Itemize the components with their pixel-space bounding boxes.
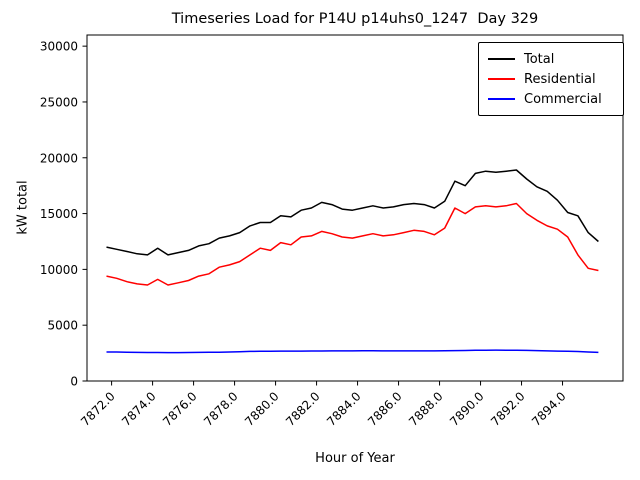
residential-line-swatch [488,78,515,80]
total-line-swatch [488,58,515,60]
legend: Total Residential Commercial [478,42,624,116]
x-tick-label: 7884.0 [324,389,364,429]
x-tick-label: 7878.0 [201,389,241,429]
legend-label-total: Total [524,51,555,67]
axes-frame [86,34,624,382]
y-tick-label: 10000 [40,263,78,277]
x-tick-label: 7880.0 [242,389,282,429]
x-tick-label: 7890.0 [447,389,487,429]
series-line-total [106,169,599,256]
series-line-residential [106,202,599,286]
y-axis-label: kW total [15,180,31,235]
legend-label-commercial: Commercial [524,91,602,107]
y-tick-label: 0 [70,375,78,389]
series-line-commercial [106,349,599,354]
legend-label-residential: Residential [524,71,596,87]
x-tick-label: 7894.0 [529,389,569,429]
x-tick-label: 7888.0 [406,389,446,429]
y-tick-label: 30000 [40,40,78,54]
chart-title: Timeseries Load for P14U p14uhs0_1247 Da… [171,11,539,27]
x-tick-label: 7886.0 [365,389,405,429]
y-tick-label: 15000 [40,207,78,221]
y-tick-label: 5000 [47,319,78,333]
x-tick-label: 7874.0 [119,389,159,429]
x-tick-label: 7892.0 [488,389,528,429]
x-axis-label: Hour of Year [315,451,395,466]
legend-item-commercial: Commercial [488,89,615,109]
y-tick-label: 25000 [40,95,78,109]
commercial-line-swatch [488,98,515,100]
x-tick-label: 7882.0 [283,389,323,429]
x-tick-label: 7876.0 [160,389,200,429]
x-tick-label: 7872.0 [78,389,118,429]
y-tick-label: 20000 [40,151,78,165]
legend-item-residential: Residential [488,69,615,89]
legend-item-total: Total [488,49,615,69]
